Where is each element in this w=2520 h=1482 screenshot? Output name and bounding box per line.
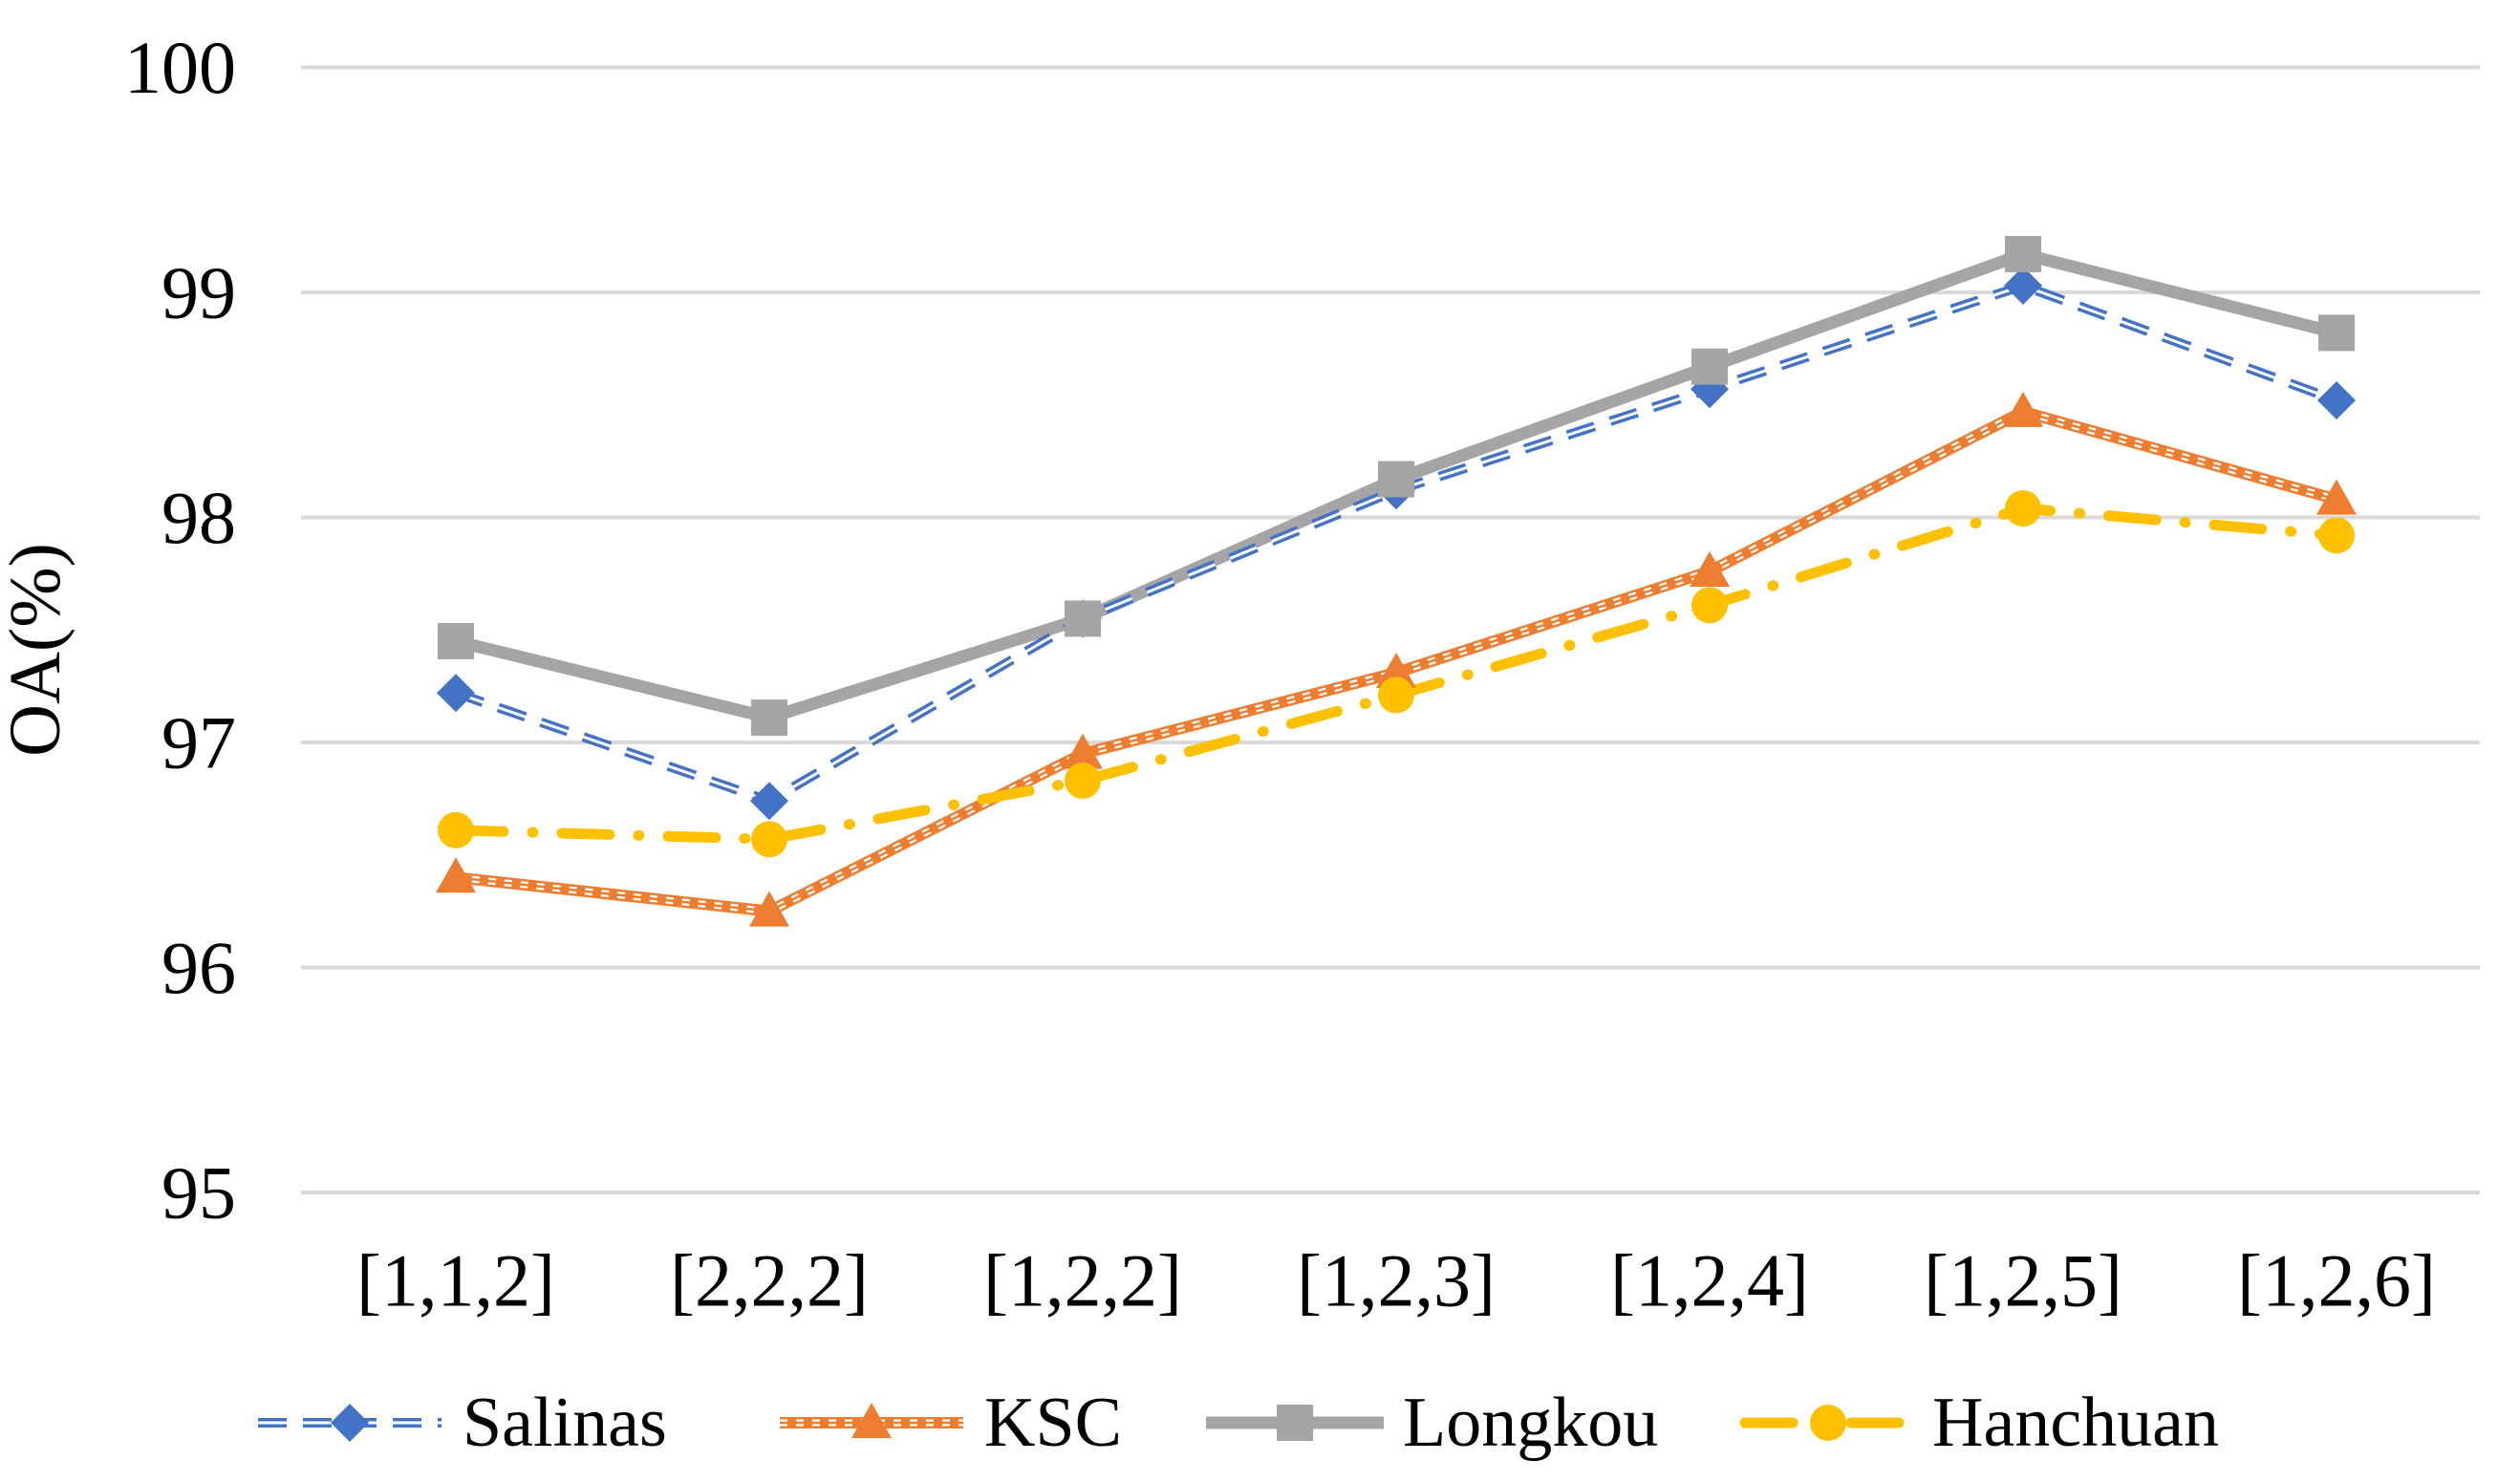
marker-ksc-1 bbox=[749, 891, 789, 927]
marker-ksc-5 bbox=[2003, 391, 2043, 427]
legend-swatch-marker-hanchuan bbox=[1810, 1405, 1846, 1441]
marker-longkou-4 bbox=[1691, 348, 1728, 385]
y-tick-label-100: 100 bbox=[124, 26, 236, 109]
y-tick-label-97: 97 bbox=[162, 701, 236, 784]
x-category-label-4: [1,2,4] bbox=[1610, 1239, 1809, 1322]
legend: Salinas KSC Longkou Hanchuan bbox=[258, 1384, 2219, 1462]
marker-ksc-3 bbox=[1376, 652, 1416, 688]
marker-ksc-6 bbox=[2316, 479, 2357, 515]
legend-label-ksc: KSC bbox=[984, 1384, 1122, 1462]
legend-item-hanchuan: Hanchuan bbox=[1739, 1384, 2219, 1462]
marker-hanchuan-2 bbox=[1065, 762, 1101, 800]
marker-hanchuan-3 bbox=[1378, 677, 1414, 714]
x-category-label-3: [1,2,3] bbox=[1297, 1239, 1496, 1322]
y-tick-label-98: 98 bbox=[162, 476, 236, 559]
marker-longkou-2 bbox=[1065, 600, 1101, 637]
x-category-label-2: [1,2,2] bbox=[983, 1239, 1182, 1322]
marker-hanchuan-0 bbox=[438, 811, 474, 848]
marker-longkou-0 bbox=[438, 623, 474, 660]
x-category-label-0: [1,1,2] bbox=[356, 1239, 555, 1322]
y-tick-label-96: 96 bbox=[162, 926, 236, 1009]
legend-swatch-marker-longkou bbox=[1277, 1405, 1313, 1441]
legend-item-ksc: KSC bbox=[780, 1384, 1122, 1462]
series-lines bbox=[450, 247, 2342, 917]
marker-longkou-5 bbox=[2005, 235, 2041, 272]
y-tick-label-95: 95 bbox=[162, 1151, 236, 1235]
marker-longkou-3 bbox=[1378, 461, 1414, 498]
x-category-label-6: [1,2,6] bbox=[2237, 1239, 2436, 1322]
series-line-salinas bbox=[454, 280, 2338, 806]
x-axis-category-labels: [1,1,2] [2,2,2] [1,2,2] [1,2,3] [1,2,4] [1,2,… bbox=[356, 1239, 2436, 1322]
marker-salinas-1 bbox=[750, 782, 788, 821]
legend-swatch-marker-ksc bbox=[851, 1403, 892, 1438]
x-category-label-5: [1,2,5] bbox=[1924, 1239, 2122, 1322]
y-axis-tick-labels: 100 99 98 97 96 95 bbox=[124, 26, 236, 1235]
marker-hanchuan-6 bbox=[2318, 517, 2355, 554]
x-category-label-1: [2,2,2] bbox=[670, 1239, 869, 1322]
marker-hanchuan-1 bbox=[751, 821, 787, 858]
marker-ksc-0 bbox=[436, 857, 476, 893]
marker-salinas-0 bbox=[437, 674, 475, 713]
y-tick-label-99: 99 bbox=[162, 251, 236, 334]
marker-hanchuan-5 bbox=[2005, 490, 2041, 527]
series-line-salinas bbox=[455, 284, 2337, 803]
marker-ksc-2 bbox=[1063, 733, 1103, 769]
legend-item-longkou: Longkou bbox=[1206, 1384, 1658, 1462]
y-axis-title: OA(%) bbox=[0, 543, 75, 757]
series-markers bbox=[436, 235, 2357, 927]
legend-label-salinas: Salinas bbox=[463, 1384, 667, 1462]
marker-salinas-5 bbox=[2004, 266, 2042, 305]
marker-longkou-6 bbox=[2318, 314, 2355, 352]
legend-label-longkou: Longkou bbox=[1403, 1384, 1658, 1462]
legend-swatch-marker-salinas bbox=[331, 1404, 369, 1442]
legend-label-hanchuan: Hanchuan bbox=[1932, 1384, 2219, 1462]
marker-longkou-1 bbox=[751, 699, 787, 737]
marker-salinas-6 bbox=[2317, 381, 2356, 420]
gridlines bbox=[301, 65, 2480, 1194]
legend-item-salinas: Salinas bbox=[258, 1384, 667, 1462]
marker-ksc-4 bbox=[1690, 551, 1730, 588]
marker-hanchuan-4 bbox=[1691, 587, 1728, 624]
